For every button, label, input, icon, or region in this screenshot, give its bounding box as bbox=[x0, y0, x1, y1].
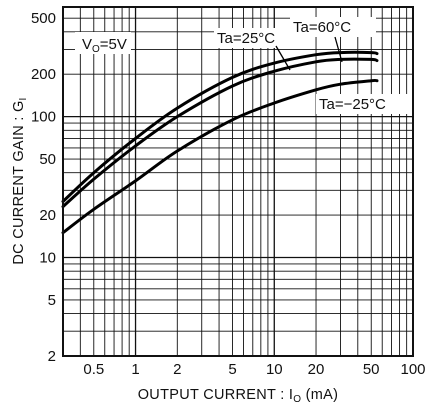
x-axis-title-main: OUTPUT CURRENT : I bbox=[138, 387, 294, 403]
plot-frame bbox=[62, 6, 414, 357]
x-axis-title-unit: (mA) bbox=[301, 387, 338, 403]
y-tick-label: 100 bbox=[31, 109, 56, 126]
label-60-bg bbox=[290, 17, 376, 37]
y-tick-label: 200 bbox=[31, 66, 56, 83]
condition-label-bg bbox=[75, 32, 131, 54]
series-label-minus25: Ta=−25°C bbox=[319, 96, 386, 113]
x-tick-label: 50 bbox=[363, 361, 380, 378]
x-tick-label: 5 bbox=[228, 361, 236, 378]
x-axis-title-sub: O bbox=[293, 394, 301, 405]
condition-sub: O bbox=[92, 44, 100, 55]
x-tick-label: 20 bbox=[308, 361, 325, 378]
y-tick-label: 10 bbox=[39, 250, 56, 267]
x-axis-title: OUTPUT CURRENT : IO (mA) bbox=[138, 387, 339, 405]
x-tick-label: 0.5 bbox=[83, 361, 104, 378]
label-25-bg bbox=[214, 28, 292, 48]
y-tick-label: 50 bbox=[39, 151, 56, 168]
series-line-1 bbox=[61, 57, 379, 209]
x-tick-label: 100 bbox=[400, 361, 425, 378]
series-line-2 bbox=[61, 78, 379, 235]
x-tick-labels: 0.5 1 2 5 10 20 50 100 bbox=[83, 361, 425, 378]
condition-label: VO=5V bbox=[82, 36, 127, 55]
series-label-25: Ta=25°C bbox=[217, 30, 275, 47]
y-axis-title-main: DC CURRENT GAIN : G bbox=[11, 100, 27, 264]
y-tick-labels: 2 5 10 20 50 100 200 500 bbox=[31, 10, 56, 365]
grid-lines bbox=[62, 7, 413, 356]
x-tick-label: 1 bbox=[131, 361, 139, 378]
x-tick-label: 10 bbox=[266, 361, 283, 378]
y-axis-title: DC CURRENT GAIN : GI bbox=[11, 97, 29, 264]
condition-rest: =5V bbox=[100, 36, 127, 53]
label-m25-bg bbox=[316, 94, 412, 114]
y-axis-title-sub: I bbox=[18, 97, 29, 100]
series-line-0 bbox=[61, 50, 379, 203]
y-tick-label: 500 bbox=[31, 10, 56, 27]
series-lines bbox=[61, 50, 379, 235]
leader-60 bbox=[334, 36, 343, 63]
condition-main: V bbox=[82, 36, 92, 53]
x-tick-label: 2 bbox=[173, 361, 181, 378]
series-label-60: Ta=60°C bbox=[293, 19, 351, 36]
leader-25 bbox=[275, 45, 291, 71]
y-tick-label: 2 bbox=[48, 348, 56, 365]
y-tick-label: 20 bbox=[39, 207, 56, 224]
y-tick-label: 5 bbox=[48, 292, 56, 309]
